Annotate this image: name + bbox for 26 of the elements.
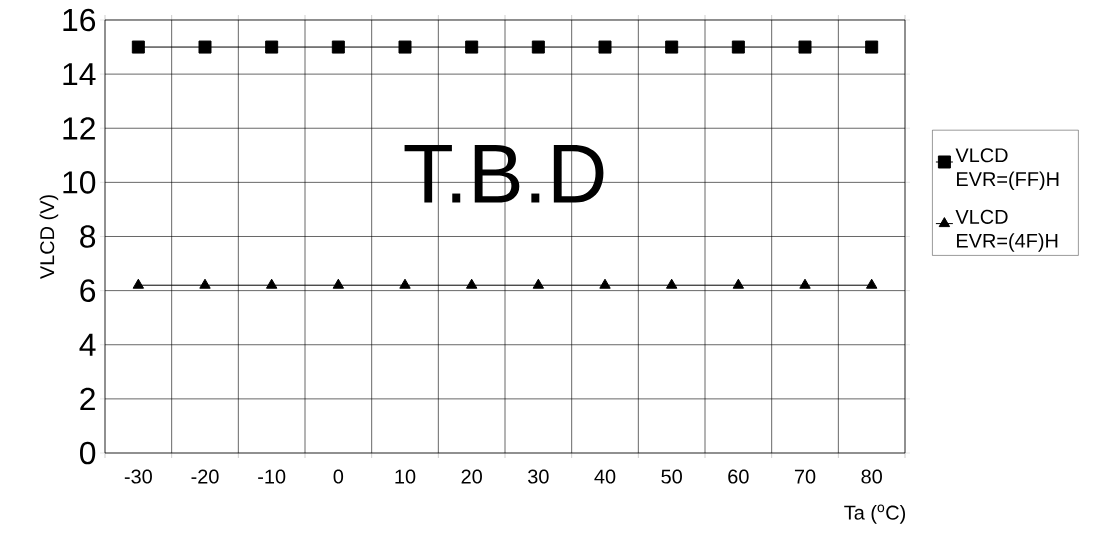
x-tick-label: -10 — [258, 469, 286, 484]
y-tick-label: 0 — [80, 441, 96, 465]
x-tick-label: -20 — [191, 469, 219, 484]
legend-label: VLCD EVR=(4F)H — [955, 209, 1058, 252]
x-tick-label: 10 — [395, 469, 416, 484]
y-tick-label: 16 — [63, 8, 96, 32]
x-tick-label: 20 — [461, 469, 482, 484]
annotation: T.B.D — [404, 144, 604, 203]
legend-label: VLCD EVR=(FF)H — [955, 148, 1059, 191]
x-tick-label: 70 — [794, 469, 816, 484]
x-tick-label: 0 — [333, 469, 344, 484]
y-tick-label: 12 — [63, 117, 95, 140]
x-tick-label: 50 — [661, 469, 682, 484]
x-axis-title: Ta ($^{o}$C) — [844, 504, 906, 524]
x-tick-label: 60 — [728, 469, 749, 484]
y-tick-label: 6 — [80, 279, 96, 302]
y-tick-label: 10 — [63, 171, 96, 194]
x-tick-label: -30 — [124, 469, 152, 484]
x-tick-label: 40 — [594, 469, 616, 484]
y-axis-title: VLCD (V) — [39, 195, 59, 280]
y-tick-label: 4 — [79, 333, 96, 356]
x-tick-label: 80 — [861, 469, 882, 484]
x-tick-label: 30 — [528, 469, 549, 484]
y-tick-label: 14 — [63, 63, 96, 86]
y-tick-label: 8 — [80, 225, 96, 248]
y-tick-label: 2 — [80, 387, 95, 410]
